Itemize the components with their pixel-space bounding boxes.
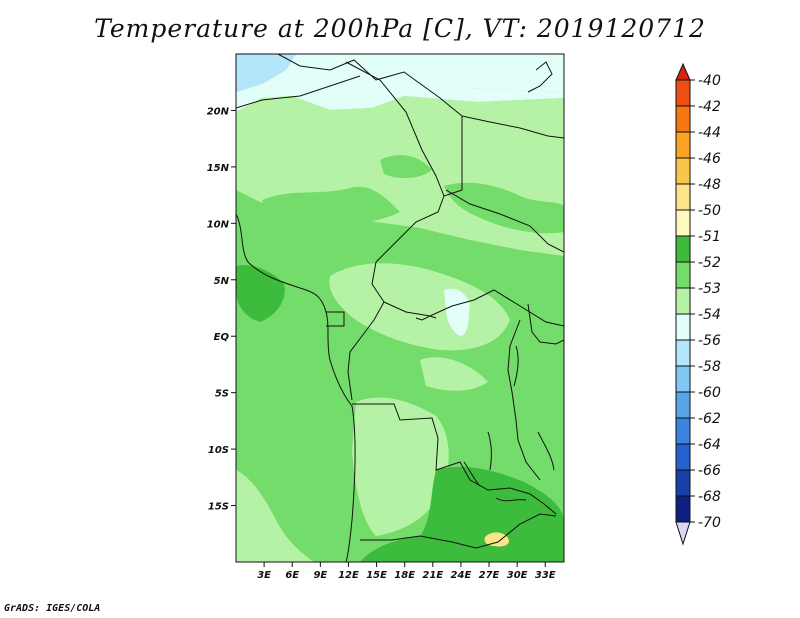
legend-swatch [675,235,691,263]
legend-swatch [675,105,691,133]
legend-label: -58 [698,359,721,375]
map-title: Temperature at 200hPa [C], VT: 201912071… [94,14,706,43]
green-blob-north-west [262,186,400,226]
legend-label: -44 [698,125,721,141]
lat-tick-label: EQ [214,332,230,343]
green-blob-north-east [444,182,564,234]
legend-label: -40 [698,73,721,89]
legend-label: -60 [698,385,721,401]
legend-swatch [675,417,691,445]
legend-swatch [675,365,691,393]
legend-bottom-arrow [675,521,691,546]
legend-top-arrow [675,62,691,81]
legend-swatch [675,287,691,315]
map-frame [235,53,565,563]
lat-tick-label: 10S [208,445,229,456]
legend-label: -52 [698,255,721,271]
lon-tick-label: 9E [313,570,327,581]
warm-patch-west [236,264,285,322]
legend-label: -70 [698,515,721,531]
warmest-patch-south [484,532,510,547]
legend-swatch [675,391,691,419]
lon-tick-label: 24E [451,570,472,581]
lat-tick-label: 20N [207,106,230,117]
lon-tick-label: 3E [257,570,271,581]
lat-tick-label: 5S [215,389,229,400]
legend-swatch [675,79,691,107]
lon-tick-label: 12E [338,570,359,581]
lat-tick-label: 10N [207,219,230,230]
lakes [415,315,555,471]
green-blob-north-center [380,155,432,179]
legend-swatch [675,469,691,497]
legend-label: -48 [698,177,721,193]
lon-tick-label: 18E [394,570,415,581]
cool-band-northeast [470,54,564,92]
legend-label: -64 [698,437,721,453]
light-band-southwest [236,470,314,562]
legend-label: -54 [698,307,721,323]
legend-swatch [675,131,691,159]
light-band-south [352,397,449,536]
lon-axis: 3E 6E 9E 12E 15E 18E 21E 24E 27E 30E 33E [257,562,556,581]
grads-credit: GrADS: IGES/COLA [4,603,101,614]
lon-tick-label: 33E [535,570,556,581]
cool-patch-central [444,288,470,336]
light-band-east-central [420,357,488,391]
legend-swatch [675,209,691,237]
legend-label: -66 [698,463,721,479]
map-plot-area [236,54,564,562]
lon-tick-label: 6E [285,570,299,581]
legend-label: -53 [698,281,721,297]
legend-label: -62 [698,411,721,427]
legend-label: -51 [698,229,721,245]
legend-label: -50 [698,203,721,219]
legend-label: -42 [698,99,721,115]
lon-tick-label: 15E [366,570,387,581]
legend-label: -56 [698,333,721,349]
legend-swatch [675,443,691,471]
map-borders [236,54,564,562]
legend-label: -68 [698,489,721,505]
lat-axis: 20N 15N 10N 5N EQ 5S 10S 15S [207,106,236,513]
lon-tick-label: 30E [507,570,528,581]
warm-band-south [360,466,564,562]
lat-tick-label: 5N [214,276,230,287]
legend-label: -46 [698,151,721,167]
legend-swatch [675,157,691,185]
legend-swatch [675,183,691,211]
lon-tick-label: 21E [422,570,443,581]
lon-tick-label: 27E [479,570,500,581]
lat-tick-label: 15S [208,502,229,513]
legend-swatch [675,261,691,289]
legend-swatch [675,495,691,523]
color-legend: -40 -42 -44 -46 -48 -50 -51 -52 -53 -54 -56 -58 -60 -… [675,62,721,546]
legend-swatch [675,313,691,341]
cold-patch-northwest [236,54,296,92]
legend-swatch [675,339,691,367]
lat-tick-label: 15N [207,163,230,174]
